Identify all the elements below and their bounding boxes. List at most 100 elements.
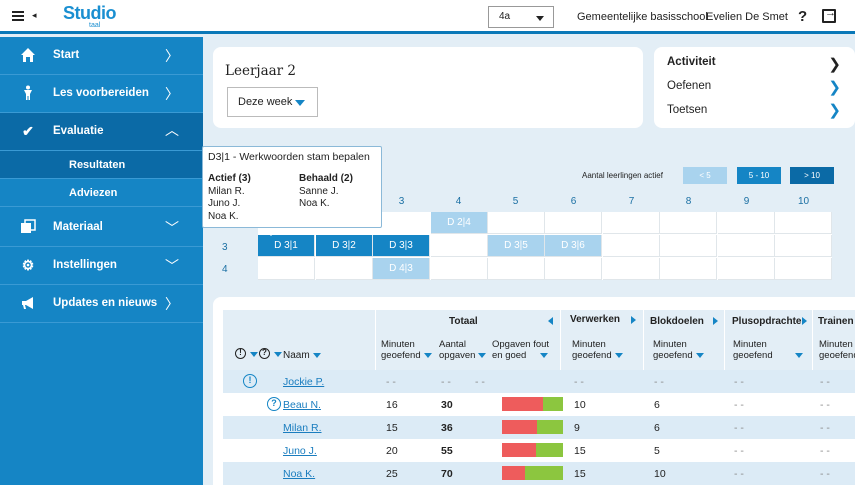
grid-cell[interactable]: D 3|3 bbox=[373, 235, 430, 257]
student-name-link[interactable]: Noa K. bbox=[283, 468, 316, 480]
sidebar-subitem-resultaten[interactable]: Resultaten bbox=[0, 151, 203, 179]
cell-verwerken: 15 bbox=[574, 468, 586, 480]
header-fout[interactable]: Opgaven fout en goed bbox=[492, 339, 549, 361]
caret-right-icon[interactable] bbox=[713, 317, 718, 325]
menu-icon[interactable] bbox=[12, 11, 24, 21]
sort-icon[interactable] bbox=[250, 352, 258, 357]
cell-plus: - - bbox=[734, 445, 744, 457]
chevron-right-icon[interactable]: ❯ bbox=[828, 79, 841, 96]
header-fout-line: en goed bbox=[492, 350, 527, 361]
header-minuten[interactable]: Minuten geoefend bbox=[381, 339, 432, 361]
legend-high[interactable]: > 10 bbox=[790, 167, 834, 184]
header-minuten-line: Minuten bbox=[653, 339, 687, 350]
studio-logo[interactable]: Studio taal bbox=[63, 3, 123, 29]
header-minuten-line: geoefend bbox=[572, 350, 612, 361]
help-circle-icon[interactable]: ? bbox=[267, 397, 281, 411]
alert-icon[interactable]: ! bbox=[243, 374, 257, 388]
collapse-arrow-icon[interactable]: ◂ bbox=[32, 10, 37, 20]
sidebar: Start 〉 Les voorbereiden 〉 ✔ Evaluatie ︿… bbox=[0, 37, 203, 485]
grid-cell-empty bbox=[775, 235, 832, 257]
header-aantal[interactable]: Aantal opgaven bbox=[439, 339, 487, 361]
grid-cell-empty bbox=[660, 258, 717, 280]
grid-cell[interactable]: D 3|6 bbox=[545, 235, 602, 257]
activity-filter-activiteit[interactable]: Activiteit bbox=[667, 56, 716, 68]
table-row: Noa K. 25 70 15 10 - - - - bbox=[223, 462, 855, 485]
school-name[interactable]: Gemeentelijke basisschool bbox=[577, 11, 708, 23]
chevron-right-icon[interactable]: ❯ bbox=[828, 56, 841, 73]
header-verwerken-minuten[interactable]: Minuten geoefend bbox=[572, 339, 623, 361]
grid-cell-empty bbox=[603, 258, 660, 280]
logout-icon[interactable] bbox=[822, 7, 836, 23]
alert-filter-icon[interactable]: ! bbox=[235, 348, 246, 359]
activity-filter-toetsen[interactable]: Toetsen bbox=[667, 104, 708, 116]
header-blok-minuten[interactable]: Minuten geoefend bbox=[653, 339, 704, 361]
grid-cell[interactable]: D 4|3 bbox=[373, 258, 430, 280]
legend-mid[interactable]: 5 - 10 bbox=[737, 167, 781, 184]
header-plus-minuten[interactable]: Minuten geoefend bbox=[733, 339, 803, 361]
sidebar-item-evaluatie[interactable]: ✔ Evaluatie ︿ bbox=[0, 113, 203, 151]
goals-grid: D 2|4 D 3|1 D 3|2 D 3|3 D 3|5 D 3|6 D 4|… bbox=[258, 212, 832, 280]
activity-filter-oefenen[interactable]: Oefenen bbox=[667, 80, 712, 92]
class-select[interactable]: 4a bbox=[488, 6, 554, 28]
sort-icon[interactable] bbox=[614, 352, 623, 358]
sidebar-item-les-voorbereiden[interactable]: Les voorbereiden 〉 bbox=[0, 75, 203, 113]
sort-icon[interactable] bbox=[478, 352, 487, 358]
chevron-right-icon[interactable]: ❯ bbox=[828, 102, 841, 119]
grid-cell[interactable]: D 3|2 bbox=[316, 235, 373, 257]
help-filter-icon[interactable]: ? bbox=[259, 348, 270, 359]
sort-icon[interactable] bbox=[312, 352, 321, 358]
student-name-link[interactable]: Juno J. bbox=[283, 445, 317, 457]
user-name[interactable]: Evelien De Smet bbox=[706, 11, 788, 23]
cell-blokdoelen: 6 bbox=[654, 399, 660, 411]
sidebar-item-start[interactable]: Start 〉 bbox=[0, 37, 203, 75]
header-blokdoelen[interactable]: Blokdoelen bbox=[650, 316, 704, 327]
sidebar-item-updates[interactable]: Updates en nieuws 〉 bbox=[0, 285, 203, 323]
grid-cell[interactable]: D 2|4 bbox=[431, 212, 488, 234]
logo-word: Studio bbox=[63, 3, 117, 23]
divider bbox=[560, 310, 561, 370]
grid-cell-empty bbox=[316, 258, 373, 280]
header-plusopdrachten[interactable]: Plusopdrachte bbox=[732, 316, 802, 327]
grid-cell[interactable]: D 3|5 bbox=[488, 235, 545, 257]
sort-icon[interactable] bbox=[274, 352, 282, 357]
caret-left-icon[interactable] bbox=[548, 317, 553, 325]
help-icon[interactable]: ? bbox=[798, 8, 808, 25]
cell-aantal: 55 bbox=[441, 445, 453, 457]
grid-cell-empty bbox=[431, 258, 488, 280]
grid-cell-empty bbox=[545, 212, 602, 234]
grid-cell[interactable]: D 3|1 bbox=[258, 235, 315, 257]
period-select[interactable]: Deze week bbox=[227, 87, 318, 117]
caret-right-icon[interactable] bbox=[802, 317, 807, 325]
cell-plus: - - bbox=[734, 399, 744, 411]
popover-title: D3|1 - Werkwoorden stam bepalen bbox=[208, 151, 370, 163]
header-totaal[interactable]: Totaal bbox=[449, 316, 478, 327]
sidebar-item-materiaal[interactable]: Materiaal ﹀ bbox=[0, 209, 203, 247]
header-minuten-line: geoefend bbox=[733, 350, 773, 361]
header-verwerken[interactable]: Verwerken bbox=[570, 314, 621, 325]
student-name-link[interactable]: Beau N. bbox=[283, 399, 321, 411]
sidebar-subitem-adviezen[interactable]: Adviezen bbox=[0, 179, 203, 207]
cell-plus: - - bbox=[734, 422, 744, 434]
sort-icon[interactable] bbox=[540, 352, 549, 358]
header-trainen[interactable]: Trainen bbox=[818, 316, 854, 327]
grid-cell-empty bbox=[488, 212, 545, 234]
cell-verwerken: 10 bbox=[574, 399, 586, 411]
sort-icon[interactable] bbox=[695, 352, 704, 358]
student-name-link[interactable]: Jockie P. bbox=[283, 376, 325, 388]
divider bbox=[375, 310, 376, 370]
error-bar bbox=[502, 397, 563, 411]
sort-icon[interactable] bbox=[794, 352, 803, 358]
legend-low[interactable]: < 5 bbox=[683, 167, 727, 184]
student-name-link[interactable]: Milan R. bbox=[283, 422, 322, 434]
grid-col-head: 3 bbox=[398, 196, 405, 207]
sidebar-item-instellingen[interactable]: ⚙ Instellingen ﹀ bbox=[0, 247, 203, 285]
header-naam[interactable]: Naam bbox=[283, 350, 321, 361]
grid-cell-empty bbox=[660, 212, 717, 234]
copy-icon bbox=[20, 219, 36, 235]
grid-col-head: 7 bbox=[628, 196, 635, 207]
grid-cell-empty bbox=[660, 235, 717, 257]
header-trainen-minuten[interactable]: Minuten geoefend bbox=[819, 339, 855, 361]
chevron-down-icon: ﹀ bbox=[165, 220, 179, 236]
sort-icon[interactable] bbox=[423, 352, 432, 358]
caret-right-icon[interactable] bbox=[631, 316, 636, 324]
